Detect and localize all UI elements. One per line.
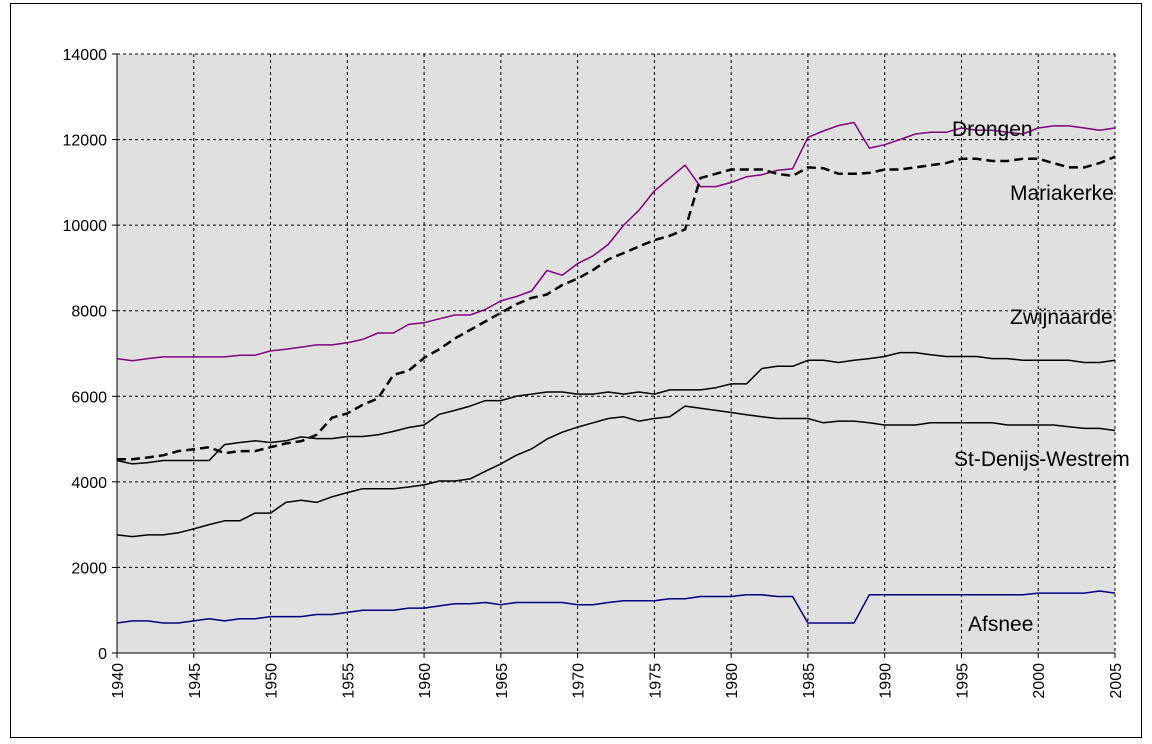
plot-area <box>117 54 1115 653</box>
series-label: Drongen <box>952 118 1033 141</box>
x-tick-label: 1975 <box>647 663 664 699</box>
y-tick-label: 2000 <box>71 560 107 577</box>
x-tick-label: 1960 <box>417 663 434 699</box>
x-tick-label: 1980 <box>724 663 741 699</box>
series-line <box>116 590 1116 624</box>
x-tick-label: 1970 <box>571 663 588 699</box>
series-label: Mariakerke <box>1010 182 1114 205</box>
x-tick-label: 1945 <box>187 663 204 699</box>
y-tick-label: 14000 <box>63 47 108 64</box>
series-label: Afsnee <box>968 613 1033 636</box>
y-tick-label: 0 <box>98 646 107 663</box>
x-tick-label: 1990 <box>878 663 895 699</box>
y-tick-label: 8000 <box>71 304 107 321</box>
y-tick-label: 10000 <box>63 218 108 235</box>
series-label: Zwijnaarde <box>1010 306 1113 329</box>
series-line <box>117 155 1116 461</box>
y-tick-label: 4000 <box>71 475 107 492</box>
x-tick-label: 1940 <box>110 663 127 699</box>
y-tick-label: 12000 <box>63 133 108 150</box>
x-tick-label: 1955 <box>340 663 357 699</box>
x-tick-label: 1965 <box>494 663 511 699</box>
x-tick-label: 1950 <box>264 663 281 699</box>
y-tick-label: 6000 <box>71 389 107 406</box>
series-line <box>116 405 1116 538</box>
series-line <box>116 121 1116 362</box>
x-tick-label: 2005 <box>1108 663 1125 699</box>
x-tick-label: 1985 <box>801 663 818 699</box>
x-tick-label: 1995 <box>954 663 971 699</box>
series-line <box>116 351 1116 465</box>
series-label: St-Denijs-Westrem <box>954 448 1130 471</box>
x-tick-label: 2000 <box>1031 663 1048 699</box>
